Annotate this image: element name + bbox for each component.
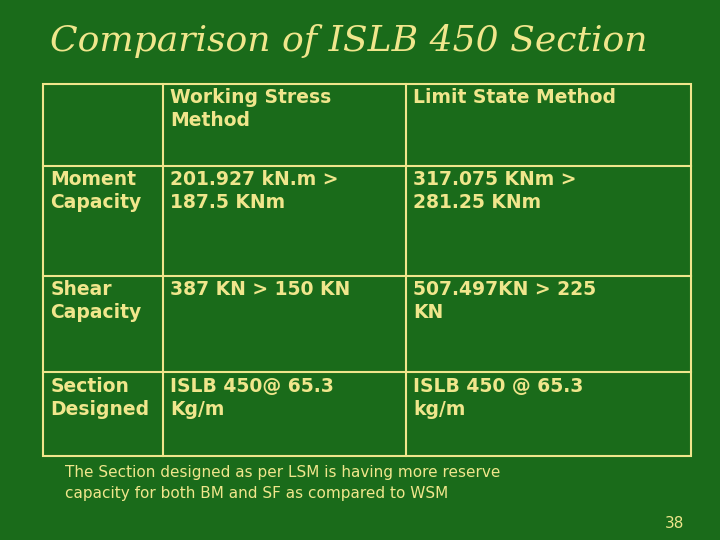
- Text: ISLB 450 @ 65.3
kg/m: ISLB 450 @ 65.3 kg/m: [413, 377, 584, 418]
- Text: Section
Designed: Section Designed: [50, 377, 150, 418]
- Text: 507.497KN > 225
KN: 507.497KN > 225 KN: [413, 280, 596, 322]
- Text: Shear
Capacity: Shear Capacity: [50, 280, 142, 322]
- Text: Comparison of ISLB 450 Section: Comparison of ISLB 450 Section: [50, 24, 648, 57]
- Text: Moment
Capacity: Moment Capacity: [50, 170, 142, 212]
- Text: ISLB 450@ 65.3
Kg/m: ISLB 450@ 65.3 Kg/m: [171, 377, 334, 418]
- Text: Limit State Method: Limit State Method: [413, 88, 616, 107]
- Text: 201.927 kN.m >
187.5 KNm: 201.927 kN.m > 187.5 KNm: [171, 170, 339, 212]
- Bar: [43, 84, 691, 456]
- Text: 38: 38: [665, 516, 684, 531]
- Text: The Section designed as per LSM is having more reserve
capacity for both BM and : The Section designed as per LSM is havin…: [65, 465, 500, 501]
- Text: 387 KN > 150 KN: 387 KN > 150 KN: [171, 280, 351, 299]
- Text: 317.075 KNm >
281.25 KNm: 317.075 KNm > 281.25 KNm: [413, 170, 577, 212]
- Text: Working Stress
Method: Working Stress Method: [171, 88, 331, 130]
